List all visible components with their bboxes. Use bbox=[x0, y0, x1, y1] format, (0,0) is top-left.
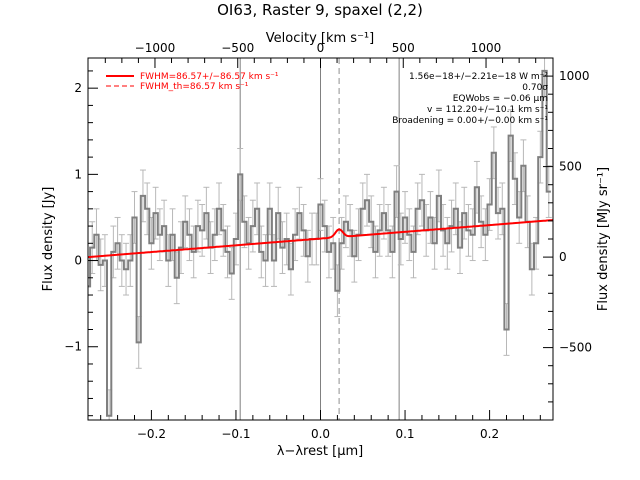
fit-model-line bbox=[87, 219, 554, 259]
top-tick-label: 1000 bbox=[471, 41, 502, 55]
annotation-line-flux: 1.56e−18+/−2.21e−18 W m⁻² bbox=[409, 72, 548, 82]
x-tick-label: 0.0 bbox=[311, 427, 330, 441]
right-tick-label: 0 bbox=[559, 250, 567, 264]
legend: FWHM=86.57+/−86.57 km s⁻¹ FWHM_th=86.57 … bbox=[106, 72, 279, 92]
top-tick-label: −500 bbox=[221, 41, 254, 55]
legend-entry-fwhm-th: FWHM_th=86.57 km s⁻¹ bbox=[140, 82, 249, 92]
top-tick-label: 500 bbox=[392, 41, 415, 55]
annotation-velocity: v = 112.20+/−10.1 km s⁻¹ bbox=[427, 105, 548, 115]
right-tick-label: 500 bbox=[559, 160, 582, 174]
right-tick-label: −500 bbox=[559, 341, 592, 355]
annotation-eqw: EQWobs = −0.06 μm bbox=[453, 94, 548, 104]
legend-entry-fwhm: FWHM=86.57+/−86.57 km s⁻¹ bbox=[140, 72, 279, 82]
chart-title: OI63, Raster 9, spaxel (2,2) bbox=[217, 1, 423, 19]
annotation-broadening: Broadening = 0.00+/−0.00 km s⁻¹ bbox=[392, 116, 548, 126]
fit-annotations: 1.56e−18+/−2.21e−18 W m⁻² 0.70σ EQWobs =… bbox=[392, 72, 548, 126]
y-tick-label: 0 bbox=[74, 254, 82, 268]
top-tick-label: −1000 bbox=[135, 41, 176, 55]
velocity-axis-ticks: −1000 −500 0 500 1000 bbox=[104, 41, 537, 68]
y-axis-ticks: −1 0 1 2 bbox=[64, 70, 98, 417]
x-axis-label: λ−λrest [μm] bbox=[277, 444, 363, 459]
x-tick-label: 0.1 bbox=[395, 427, 414, 441]
x-tick-label: −0.1 bbox=[221, 427, 250, 441]
right-tick-label: 1000 bbox=[559, 69, 590, 83]
x-axis-ticks: −0.2 −0.1 0.0 0.1 0.2 bbox=[100, 410, 541, 441]
velocity-axis-label: Velocity [km s⁻¹] bbox=[266, 31, 374, 46]
annotation-significance: 0.70σ bbox=[522, 83, 548, 93]
y-tick-label: −1 bbox=[64, 340, 82, 354]
top-tick-label: 0 bbox=[317, 41, 325, 55]
y-tick-label: 1 bbox=[74, 167, 82, 181]
flux-data-series bbox=[88, 69, 551, 417]
right-y-axis-ticks: −500 0 500 1000 bbox=[543, 57, 592, 421]
x-tick-label: −0.2 bbox=[137, 427, 166, 441]
y-axis-label: Flux density [Jy] bbox=[41, 187, 56, 292]
right-y-axis-label: Flux density [MJy sr⁻¹] bbox=[596, 167, 611, 311]
x-tick-label: 0.2 bbox=[480, 427, 499, 441]
y-tick-label: 2 bbox=[74, 81, 82, 95]
